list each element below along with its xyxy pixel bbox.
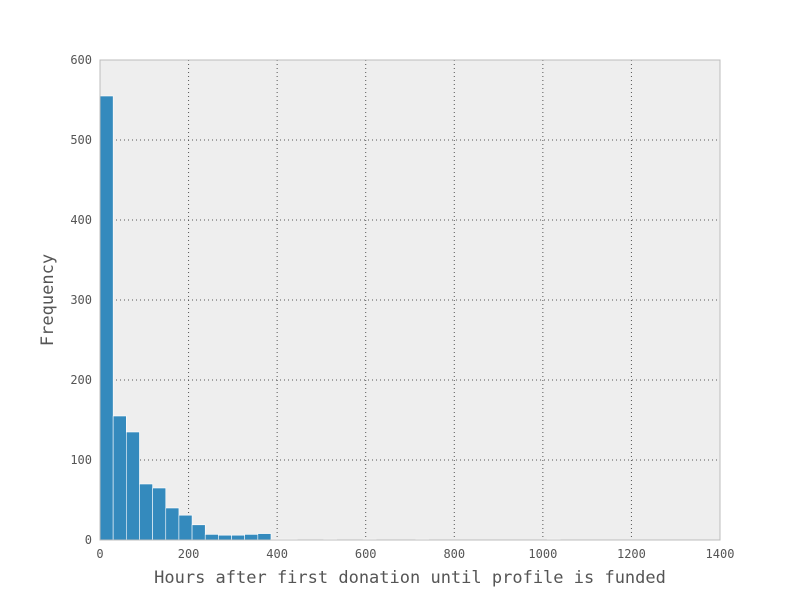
- histogram-bar: [112, 415, 127, 541]
- x-tick-label: 200: [178, 547, 200, 561]
- y-tick-label: 600: [70, 53, 92, 67]
- tick-layer: 0 200 400 600 800 1000 1200 1400 0 100 200 300 400 50…: [70, 53, 734, 561]
- x-tick-label: 1400: [706, 547, 735, 561]
- histogram-bar: [244, 534, 259, 541]
- x-tick-label: 800: [443, 547, 465, 561]
- y-tick-label: 300: [70, 293, 92, 307]
- x-tick-label: 0: [96, 547, 103, 561]
- histogram-bar: [231, 534, 245, 541]
- x-tick-label: 1000: [528, 547, 557, 561]
- histogram-bar: [191, 524, 206, 541]
- plot-frame: [99, 59, 721, 541]
- y-tick-label: 100: [70, 453, 92, 467]
- histogram-bar: [99, 95, 114, 541]
- y-tick-label: 200: [70, 373, 92, 387]
- histogram-bar: [204, 534, 219, 541]
- histogram-bar: [152, 487, 167, 541]
- histogram-bar: [165, 507, 180, 541]
- x-tick-label: 1200: [617, 547, 646, 561]
- y-axis-label: Frequency: [38, 254, 58, 346]
- histogram-bar: [257, 533, 272, 541]
- histogram-bar: [126, 431, 140, 541]
- y-tick-label: 500: [70, 133, 92, 147]
- x-axis-label: Hours after first donation until profile…: [154, 568, 666, 588]
- histogram-bar: [139, 483, 153, 541]
- x-tick-label: 600: [355, 547, 377, 561]
- histogram-bar: [218, 534, 232, 541]
- y-tick-label: 0: [85, 533, 92, 547]
- histogram-bar: [178, 514, 193, 541]
- x-tick-label: 400: [266, 547, 288, 561]
- grid-layer: [100, 60, 720, 540]
- y-tick-label: 400: [70, 213, 92, 227]
